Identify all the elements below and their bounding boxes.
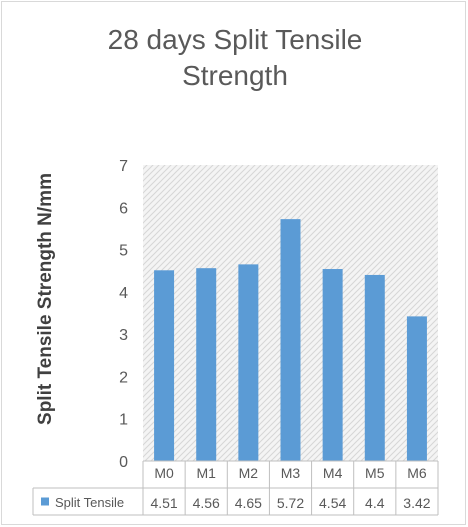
y-axis-label: Split Tensile Strength N/mm	[35, 173, 56, 425]
x-tick-label: M1	[196, 465, 216, 481]
chart-title-line-2: Strength	[182, 60, 288, 91]
x-tick-label: M2	[239, 465, 259, 481]
bar-m0	[154, 270, 175, 461]
y-tick-label: 3	[119, 327, 128, 344]
legend-series-name: Split Tensile	[55, 495, 124, 510]
data-value-label: 5.72	[277, 495, 304, 511]
y-tick-label: 4	[119, 285, 128, 302]
bar-m5	[364, 274, 385, 461]
bar-m4	[322, 269, 343, 461]
y-tick-label: 0	[119, 454, 128, 471]
y-tick-label: 5	[119, 243, 128, 260]
bar-m6	[406, 316, 427, 461]
y-tick-label: 2	[119, 369, 128, 386]
bar-m2	[238, 264, 259, 461]
bar-m1	[196, 268, 217, 461]
chart-title-line-1: 28 days Split Tensile	[107, 24, 363, 55]
y-tick-label: 6	[119, 200, 128, 217]
x-tick-label: M4	[323, 465, 343, 481]
data-value-label: 4.65	[235, 495, 262, 511]
data-value-label: 4.54	[319, 495, 346, 511]
bar-m3	[280, 219, 301, 461]
x-tick-label: M3	[281, 465, 301, 481]
data-value-label: 3.42	[403, 495, 430, 511]
chart-title: 28 days Split Tensile Strength	[70, 22, 400, 94]
data-value-label: 4.56	[193, 495, 220, 511]
x-tick-label: M6	[407, 465, 427, 481]
legend-key	[41, 497, 49, 506]
x-tick-label: M5	[365, 465, 385, 481]
y-tick-label: 7	[119, 158, 128, 175]
y-tick-label: 1	[119, 412, 128, 429]
data-value-label: 4.4	[365, 495, 385, 511]
data-value-label: 4.51	[150, 495, 177, 511]
x-tick-label: M0	[154, 465, 174, 481]
